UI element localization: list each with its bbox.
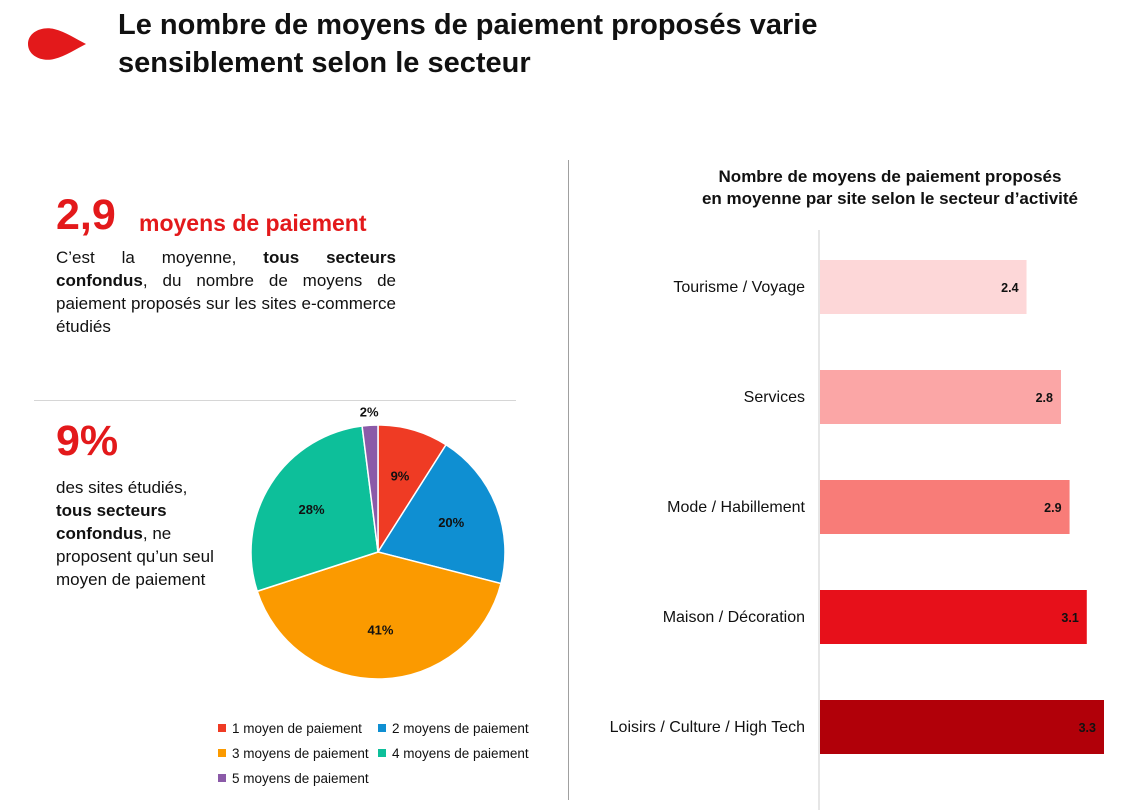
legend-label: 2 moyens de paiement — [392, 720, 529, 736]
pie-data-label: 28% — [299, 502, 325, 517]
legend-swatch — [378, 749, 386, 757]
section-divider — [34, 400, 516, 401]
pie-slice — [250, 425, 379, 593]
pie-legend: 1 moyen de paiement 2 moyens de paiement 3… — [218, 718, 558, 788]
bar — [820, 370, 1061, 424]
bar — [820, 700, 1104, 754]
bar-value-label: 2.8 — [1036, 391, 1053, 405]
average-label: moyens de paiement — [139, 210, 367, 236]
pie-data-label: 2% — [360, 404, 379, 419]
bar-chart-title-line2: en moyenne par site selon le secteur d’a… — [701, 189, 1079, 208]
average-value: 2,9 — [56, 191, 116, 239]
bar-value-label: 2.4 — [1001, 281, 1018, 295]
bar — [820, 480, 1070, 534]
category-label: Tourisme / Voyage — [673, 279, 805, 296]
single-desc-before: des sites étudiés, — [56, 478, 188, 497]
pie-data-label: 9% — [391, 468, 410, 483]
pie-slice — [376, 443, 506, 585]
legend-swatch — [218, 749, 226, 757]
pie-slice — [256, 551, 502, 680]
bar-value-label: 3.3 — [1079, 721, 1096, 735]
pie-slice — [361, 424, 379, 553]
bar — [820, 260, 1027, 314]
legend-item: 4 moyens de paiement — [378, 743, 548, 763]
bar-value-label: 3.1 — [1061, 611, 1078, 625]
legend-swatch — [218, 724, 226, 732]
pie-chart: 9% 20% 41% 28% 2% — [250, 404, 506, 680]
column-divider — [568, 160, 569, 800]
legend-item: 3 moyens de paiement — [218, 743, 378, 763]
single-method-description: des sites étudiés, tous secteurs confond… — [56, 476, 226, 591]
single-desc-bold: tous secteurs confondus — [56, 501, 167, 543]
average-desc-bold: tous secteurs confondus — [56, 248, 397, 290]
legend-label: 5 moyens de paiement — [232, 770, 369, 786]
pie-data-label: 20% — [438, 515, 464, 530]
legend-label: 4 moyens de paiement — [392, 745, 529, 761]
legend-label: 1 moyen de paiement — [232, 720, 362, 736]
category-label: Maison / Décoration — [663, 609, 805, 626]
average-desc-after: , du nombre de moyens de paiement propos… — [56, 271, 396, 336]
bar — [820, 590, 1087, 644]
average-desc-before: C’est la moyenne, — [56, 248, 264, 267]
bar-chart-title: Nombre de moyens de paiement proposés en… — [640, 166, 1140, 210]
page-title-line2: sensiblement selon le secteur — [118, 47, 531, 79]
category-label: Loisirs / Culture / High Tech — [610, 719, 805, 736]
bar-value-label: 2.9 — [1044, 501, 1061, 515]
single-desc-after: , ne proposent qu’un seul moyen de paiem… — [56, 524, 214, 589]
average-description: C’est la moyenne, tous secteurs confondu… — [56, 246, 396, 338]
legend-swatch — [378, 724, 386, 732]
single-method-value: 9% — [56, 417, 119, 465]
category-label: Services — [744, 389, 805, 406]
legend-label: 3 moyens de paiement — [232, 745, 369, 761]
category-label: Mode / Habillement — [667, 499, 805, 516]
legend-item: 1 moyen de paiement — [218, 718, 378, 738]
pie-data-label: 41% — [367, 623, 393, 638]
legend-item: 5 moyens de paiement — [218, 768, 378, 788]
legend-swatch — [218, 774, 226, 782]
page-title: Le nombre de moyens de paiement proposés… — [118, 6, 1018, 82]
page-title-line1: Le nombre de moyens de paiement proposés… — [118, 9, 818, 41]
brand-logo-icon — [28, 28, 86, 60]
legend-item: 2 moyens de paiement — [378, 718, 548, 738]
bar-chart: Tourisme / Voyage 2.4 Services 2.8 Mode / Ha… — [610, 230, 1104, 810]
bar-chart-title-line1: Nombre de moyens de paiement proposés — [718, 167, 1062, 186]
